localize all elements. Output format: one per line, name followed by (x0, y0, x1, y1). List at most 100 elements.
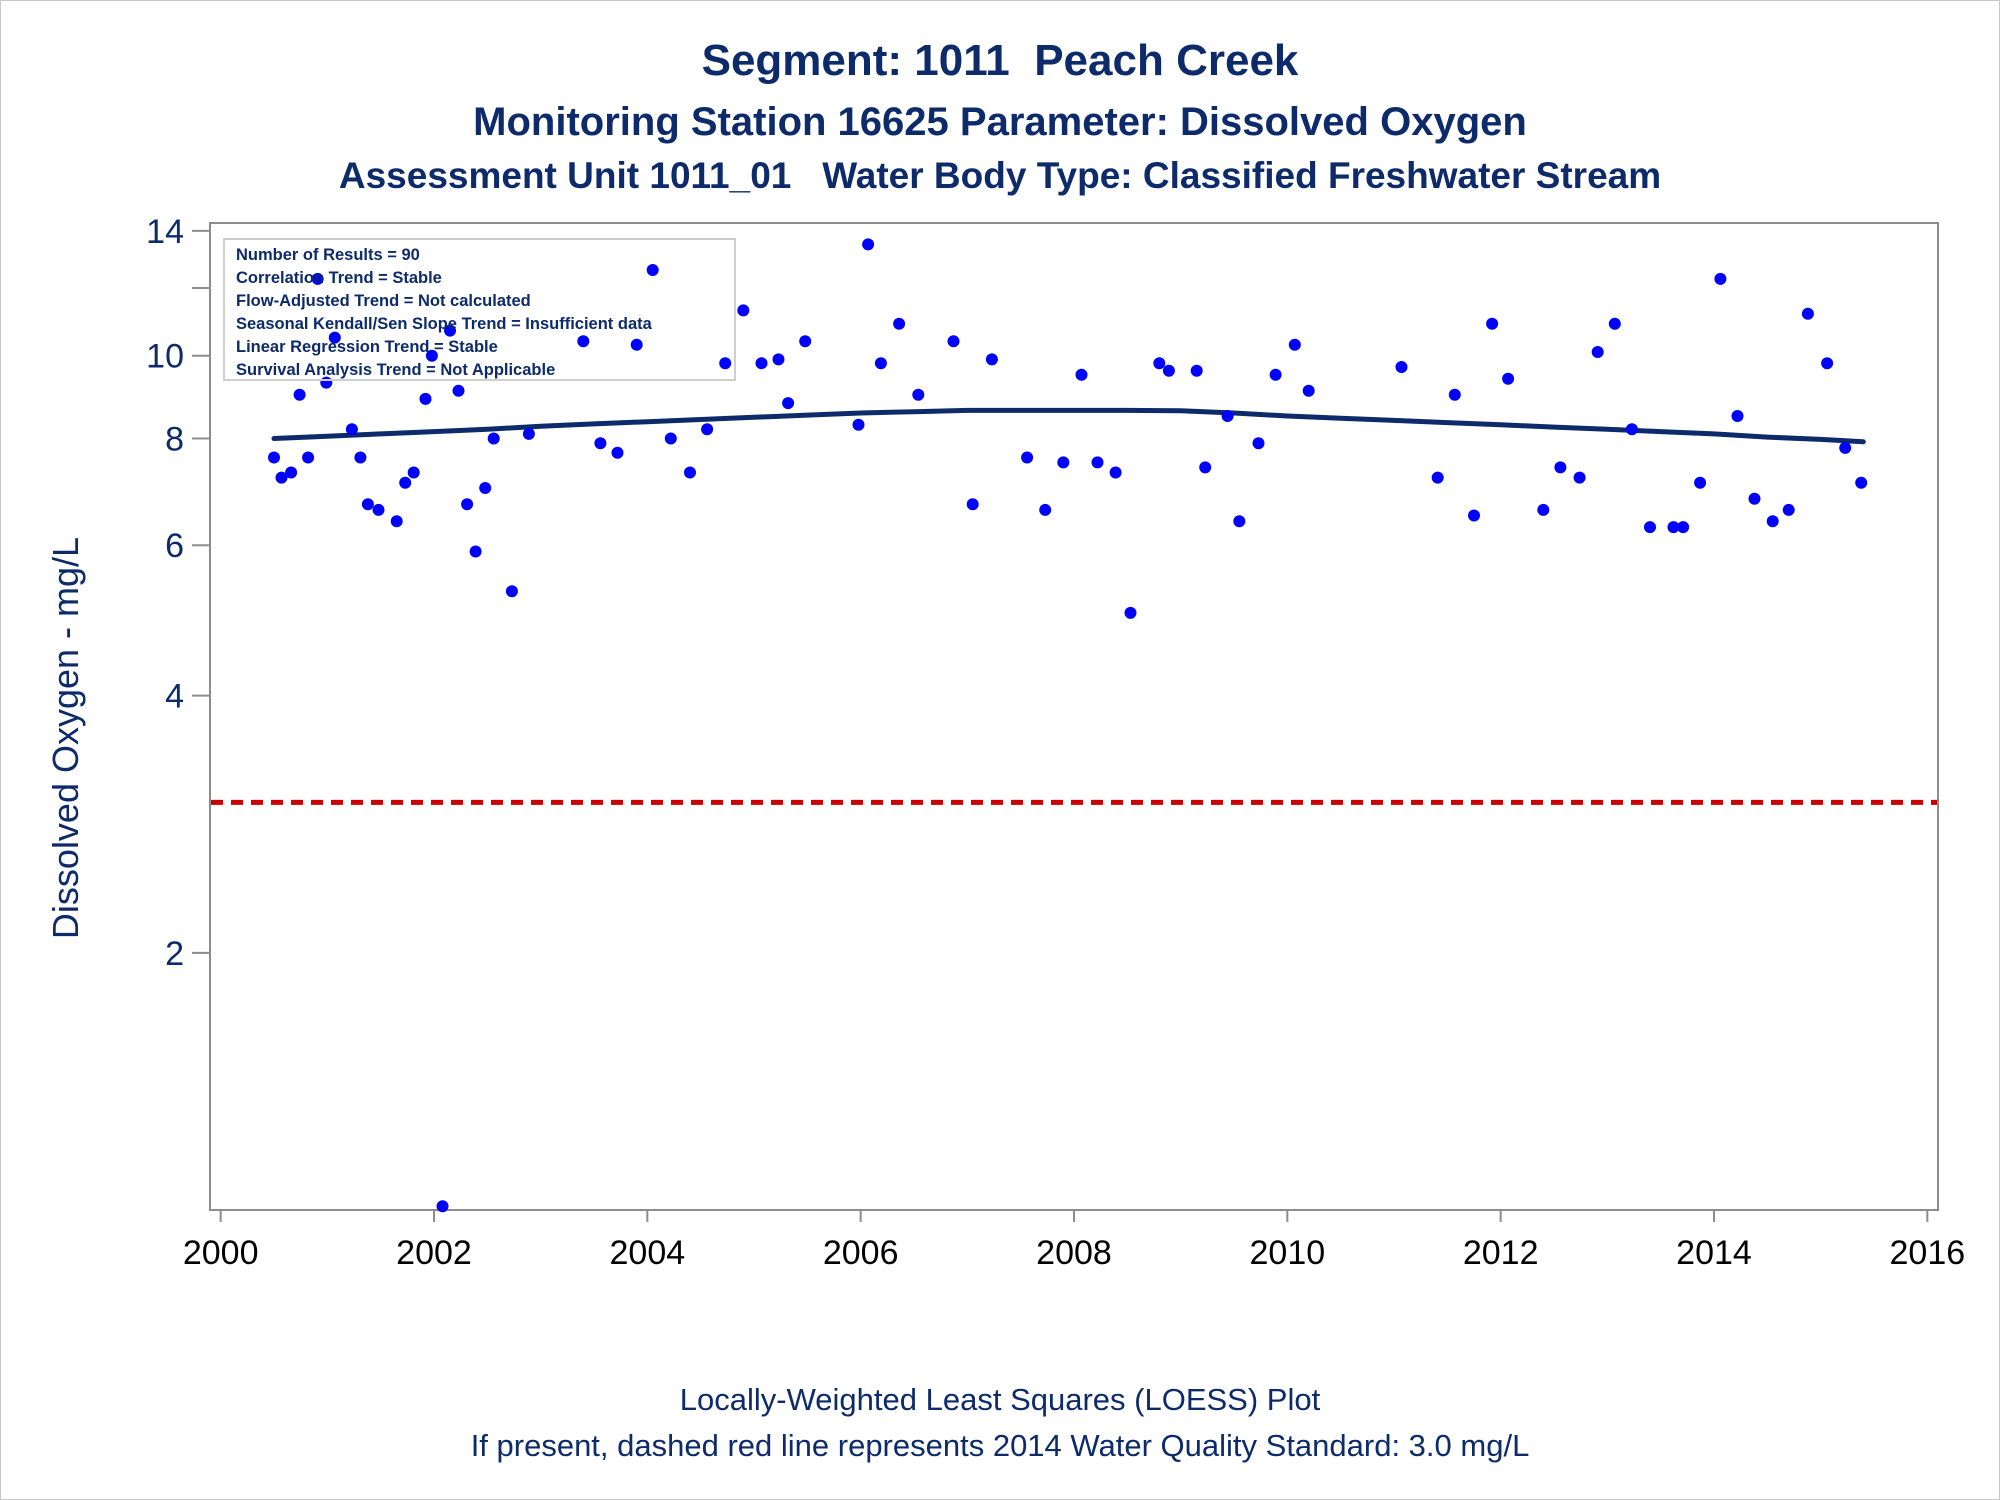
data-point (1782, 503, 1795, 516)
data-point (1190, 364, 1203, 377)
x-tick-label: 2012 (1463, 1234, 1539, 1272)
stats-line: Seasonal Kendall/Sen Slope Trend = Insuf… (236, 315, 653, 333)
stats-line: Number of Results = 90 (236, 246, 420, 264)
data-point (1694, 476, 1707, 489)
chart-subtitle-2: Assessment Unit 1011_01 Water Body Type:… (338, 155, 1662, 196)
data-point (1801, 307, 1814, 320)
data-point (630, 338, 643, 351)
data-point (1021, 451, 1034, 464)
footnote-standard: If present, dashed red line represents 2… (470, 1428, 1530, 1463)
data-point (772, 353, 785, 366)
data-point (1731, 410, 1744, 422)
data-point (1057, 456, 1070, 469)
y-axis-label: Dissolved Oxygen - mg/L (45, 537, 86, 939)
x-tick-label: 2000 (183, 1234, 259, 1272)
stats-line: Linear Regression Trend = Stable (236, 338, 498, 356)
data-point (1109, 466, 1122, 479)
data-point (275, 471, 288, 484)
y-tick-label: 10 (146, 338, 184, 376)
data-point (1839, 441, 1852, 454)
data-point (611, 446, 624, 459)
data-point (1431, 471, 1444, 484)
data-point (390, 515, 403, 528)
data-point (1448, 388, 1461, 401)
data-point (1252, 437, 1265, 450)
data-point (487, 432, 500, 445)
data-point (1153, 357, 1166, 370)
y-tick-label: 6 (165, 527, 184, 565)
data-point (782, 397, 795, 410)
data-point (1502, 372, 1515, 385)
data-point (719, 357, 732, 370)
data-point (1288, 338, 1301, 351)
x-tick-label: 2010 (1250, 1234, 1326, 1272)
data-point (372, 503, 385, 516)
x-tick-label: 2002 (396, 1234, 472, 1272)
data-point (361, 498, 374, 511)
loess-curve (271, 407, 1866, 445)
data-point (1039, 503, 1052, 516)
data-point (1667, 521, 1680, 534)
data-point (737, 304, 750, 317)
plot-area (209, 222, 1939, 1211)
y-tick-label: 2 (165, 935, 184, 973)
data-point (285, 466, 298, 479)
stats-line: Flow-Adjusted Trend = Not calculated (236, 292, 531, 310)
data-point (1486, 317, 1499, 330)
y-tick-label: 14 (146, 213, 184, 251)
data-point (452, 384, 465, 397)
data-point (479, 482, 492, 494)
data-point (1537, 503, 1550, 516)
data-point (862, 238, 875, 251)
data-point (1608, 317, 1621, 330)
data-point (594, 437, 607, 450)
data-point (1714, 272, 1727, 285)
data-point (1855, 476, 1868, 489)
data-point (522, 427, 535, 440)
x-tick-label: 2016 (1890, 1234, 1966, 1272)
data-point (469, 545, 482, 558)
data-point (1395, 361, 1408, 373)
x-tick-label: 2008 (1036, 1234, 1112, 1272)
data-point (1468, 509, 1480, 522)
stats-line: Survival Analysis Trend = Not Applicable (236, 361, 555, 379)
data-point (664, 432, 677, 445)
data-point (1269, 368, 1282, 381)
data-point (345, 423, 358, 436)
data-point (1221, 410, 1234, 422)
data-point (1199, 461, 1212, 474)
data-point (646, 264, 659, 276)
data-point (444, 324, 456, 337)
y-tick-label: 8 (165, 420, 184, 458)
data-point (1821, 357, 1834, 370)
y-tick-label: 4 (165, 678, 184, 716)
data-point (1573, 471, 1586, 484)
data-point (311, 272, 324, 285)
data-point (1677, 521, 1690, 534)
stats-box (223, 238, 736, 381)
data-point (268, 451, 280, 464)
data-point (461, 498, 474, 511)
data-point (912, 388, 925, 401)
x-tick-label: 2014 (1676, 1234, 1752, 1272)
data-point (1625, 423, 1638, 436)
data-point (328, 331, 341, 344)
data-point (947, 335, 960, 348)
data-point (1302, 384, 1315, 397)
data-point (1748, 492, 1761, 505)
data-point (425, 349, 438, 362)
chart-subtitle: Monitoring Station 16625 Parameter: Diss… (473, 100, 1527, 144)
data-point (893, 317, 906, 330)
data-point (701, 423, 714, 436)
data-point (755, 357, 768, 370)
data-point (354, 451, 367, 464)
footnote-loess: Locally-Weighted Least Squares (LOESS) P… (679, 1382, 1321, 1417)
data-point (1091, 456, 1104, 469)
data-point (985, 353, 998, 366)
data-point (1554, 461, 1567, 474)
data-point (1124, 606, 1137, 619)
data-point (1075, 368, 1088, 381)
data-point (1233, 515, 1246, 528)
data-point (1766, 515, 1779, 528)
